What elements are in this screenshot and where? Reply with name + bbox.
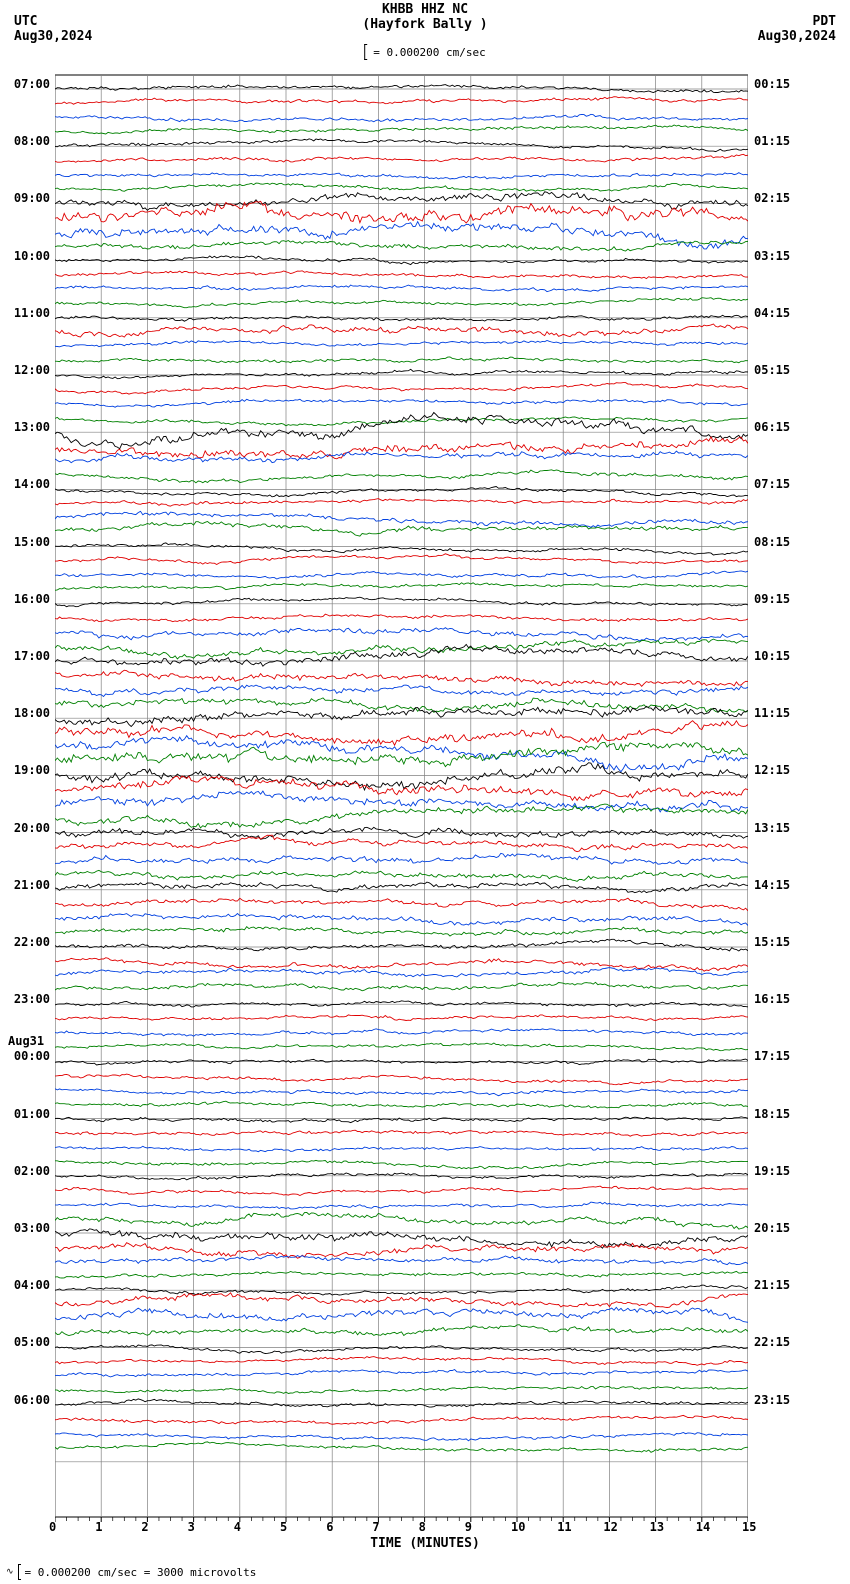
- utc-hour-label: 05:00: [0, 1335, 50, 1349]
- pdt-hour-label: 19:15: [754, 1164, 790, 1178]
- utc-hour-label: 13:00: [0, 420, 50, 434]
- pdt-label: PDT: [758, 14, 836, 29]
- utc-hour-label: 19:00: [0, 763, 50, 777]
- pdt-hour-label: 14:15: [754, 878, 790, 892]
- utc-hour-label: 11:00: [0, 306, 50, 320]
- pdt-hour-label: 13:15: [754, 821, 790, 835]
- footer-note: ∿ = 0.000200 cm/sec = 3000 microvolts: [6, 1564, 256, 1580]
- x-tick-label: 1: [95, 1520, 102, 1534]
- station-code: KHBB HHZ NC: [0, 2, 850, 17]
- utc-hour-label: 22:00: [0, 935, 50, 949]
- x-tick-label: 8: [419, 1520, 426, 1534]
- pdt-hour-label: 02:15: [754, 191, 790, 205]
- utc-header: UTC Aug30,2024: [14, 14, 92, 44]
- x-tick-label: 14: [696, 1520, 710, 1534]
- scale-indicator: = 0.000200 cm/sec: [364, 44, 486, 60]
- x-tick-label: 9: [465, 1520, 472, 1534]
- utc-hour-label: 21:00: [0, 878, 50, 892]
- utc-hour-label: 07:00: [0, 77, 50, 91]
- x-tick-label: 13: [650, 1520, 664, 1534]
- x-tick-label: 5: [280, 1520, 287, 1534]
- x-tick-label: 7: [372, 1520, 379, 1534]
- pdt-date: Aug30,2024: [758, 29, 836, 44]
- pdt-hour-label: 17:15: [754, 1049, 790, 1063]
- pdt-header: PDT Aug30,2024: [758, 14, 836, 44]
- pdt-hour-label: 01:15: [754, 134, 790, 148]
- utc-hour-label: 15:00: [0, 535, 50, 549]
- pdt-hour-label: 16:15: [754, 992, 790, 1006]
- mid-date-label: Aug31: [8, 1034, 44, 1048]
- pdt-hour-label: 09:15: [754, 592, 790, 606]
- x-tick-label: 2: [141, 1520, 148, 1534]
- pdt-hour-label: 21:15: [754, 1278, 790, 1292]
- x-tick-label: 4: [234, 1520, 241, 1534]
- pdt-hour-label: 08:15: [754, 535, 790, 549]
- seismogram-plot: [55, 70, 748, 1522]
- pdt-hour-label: 23:15: [754, 1393, 790, 1407]
- scale-bar-icon: [364, 44, 367, 60]
- utc-hour-label: 18:00: [0, 706, 50, 720]
- pdt-hour-label: 06:15: [754, 420, 790, 434]
- footer-text: = 0.000200 cm/sec = 3000 microvolts: [25, 1566, 257, 1579]
- utc-hour-label: 20:00: [0, 821, 50, 835]
- utc-hour-label: 01:00: [0, 1107, 50, 1121]
- pdt-hour-label: 18:15: [754, 1107, 790, 1121]
- x-tick-label: 12: [603, 1520, 617, 1534]
- utc-hour-label: 09:00: [0, 191, 50, 205]
- utc-hour-label: 08:00: [0, 134, 50, 148]
- pdt-hour-label: 20:15: [754, 1221, 790, 1235]
- utc-hour-label: 00:00: [0, 1049, 50, 1063]
- utc-hour-label: 16:00: [0, 592, 50, 606]
- pdt-hour-label: 22:15: [754, 1335, 790, 1349]
- utc-hour-label: 23:00: [0, 992, 50, 1006]
- utc-hour-label: 14:00: [0, 477, 50, 491]
- header: KHBB HHZ NC (Hayfork Bally ): [0, 2, 850, 32]
- station-location: (Hayfork Bally ): [0, 17, 850, 32]
- pdt-hour-label: 10:15: [754, 649, 790, 663]
- seismogram-container: KHBB HHZ NC (Hayfork Bally ) UTC Aug30,2…: [0, 0, 850, 1584]
- pdt-hour-label: 15:15: [754, 935, 790, 949]
- utc-hour-label: 02:00: [0, 1164, 50, 1178]
- pdt-hour-label: 03:15: [754, 249, 790, 263]
- pdt-hour-label: 00:15: [754, 77, 790, 91]
- x-tick-label: 15: [742, 1520, 756, 1534]
- pdt-hour-label: 04:15: [754, 306, 790, 320]
- scale-text: = 0.000200 cm/sec: [373, 46, 486, 59]
- footer-prefix-icon: ∿: [6, 1567, 14, 1577]
- utc-hour-label: 12:00: [0, 363, 50, 377]
- utc-label: UTC: [14, 14, 92, 29]
- x-tick-label: 11: [557, 1520, 571, 1534]
- x-axis-title: TIME (MINUTES): [370, 1536, 480, 1551]
- x-tick-label: 10: [511, 1520, 525, 1534]
- pdt-hour-label: 07:15: [754, 477, 790, 491]
- utc-hour-label: 04:00: [0, 1278, 50, 1292]
- x-tick-label: 6: [326, 1520, 333, 1534]
- pdt-hour-label: 05:15: [754, 363, 790, 377]
- utc-hour-label: 17:00: [0, 649, 50, 663]
- utc-hour-label: 06:00: [0, 1393, 50, 1407]
- x-tick-label: 3: [188, 1520, 195, 1534]
- x-tick-label: 0: [49, 1520, 56, 1534]
- utc-hour-label: 03:00: [0, 1221, 50, 1235]
- pdt-hour-label: 12:15: [754, 763, 790, 777]
- utc-date: Aug30,2024: [14, 29, 92, 44]
- utc-hour-label: 10:00: [0, 249, 50, 263]
- footer-scale-bar-icon: [18, 1564, 21, 1580]
- pdt-hour-label: 11:15: [754, 706, 790, 720]
